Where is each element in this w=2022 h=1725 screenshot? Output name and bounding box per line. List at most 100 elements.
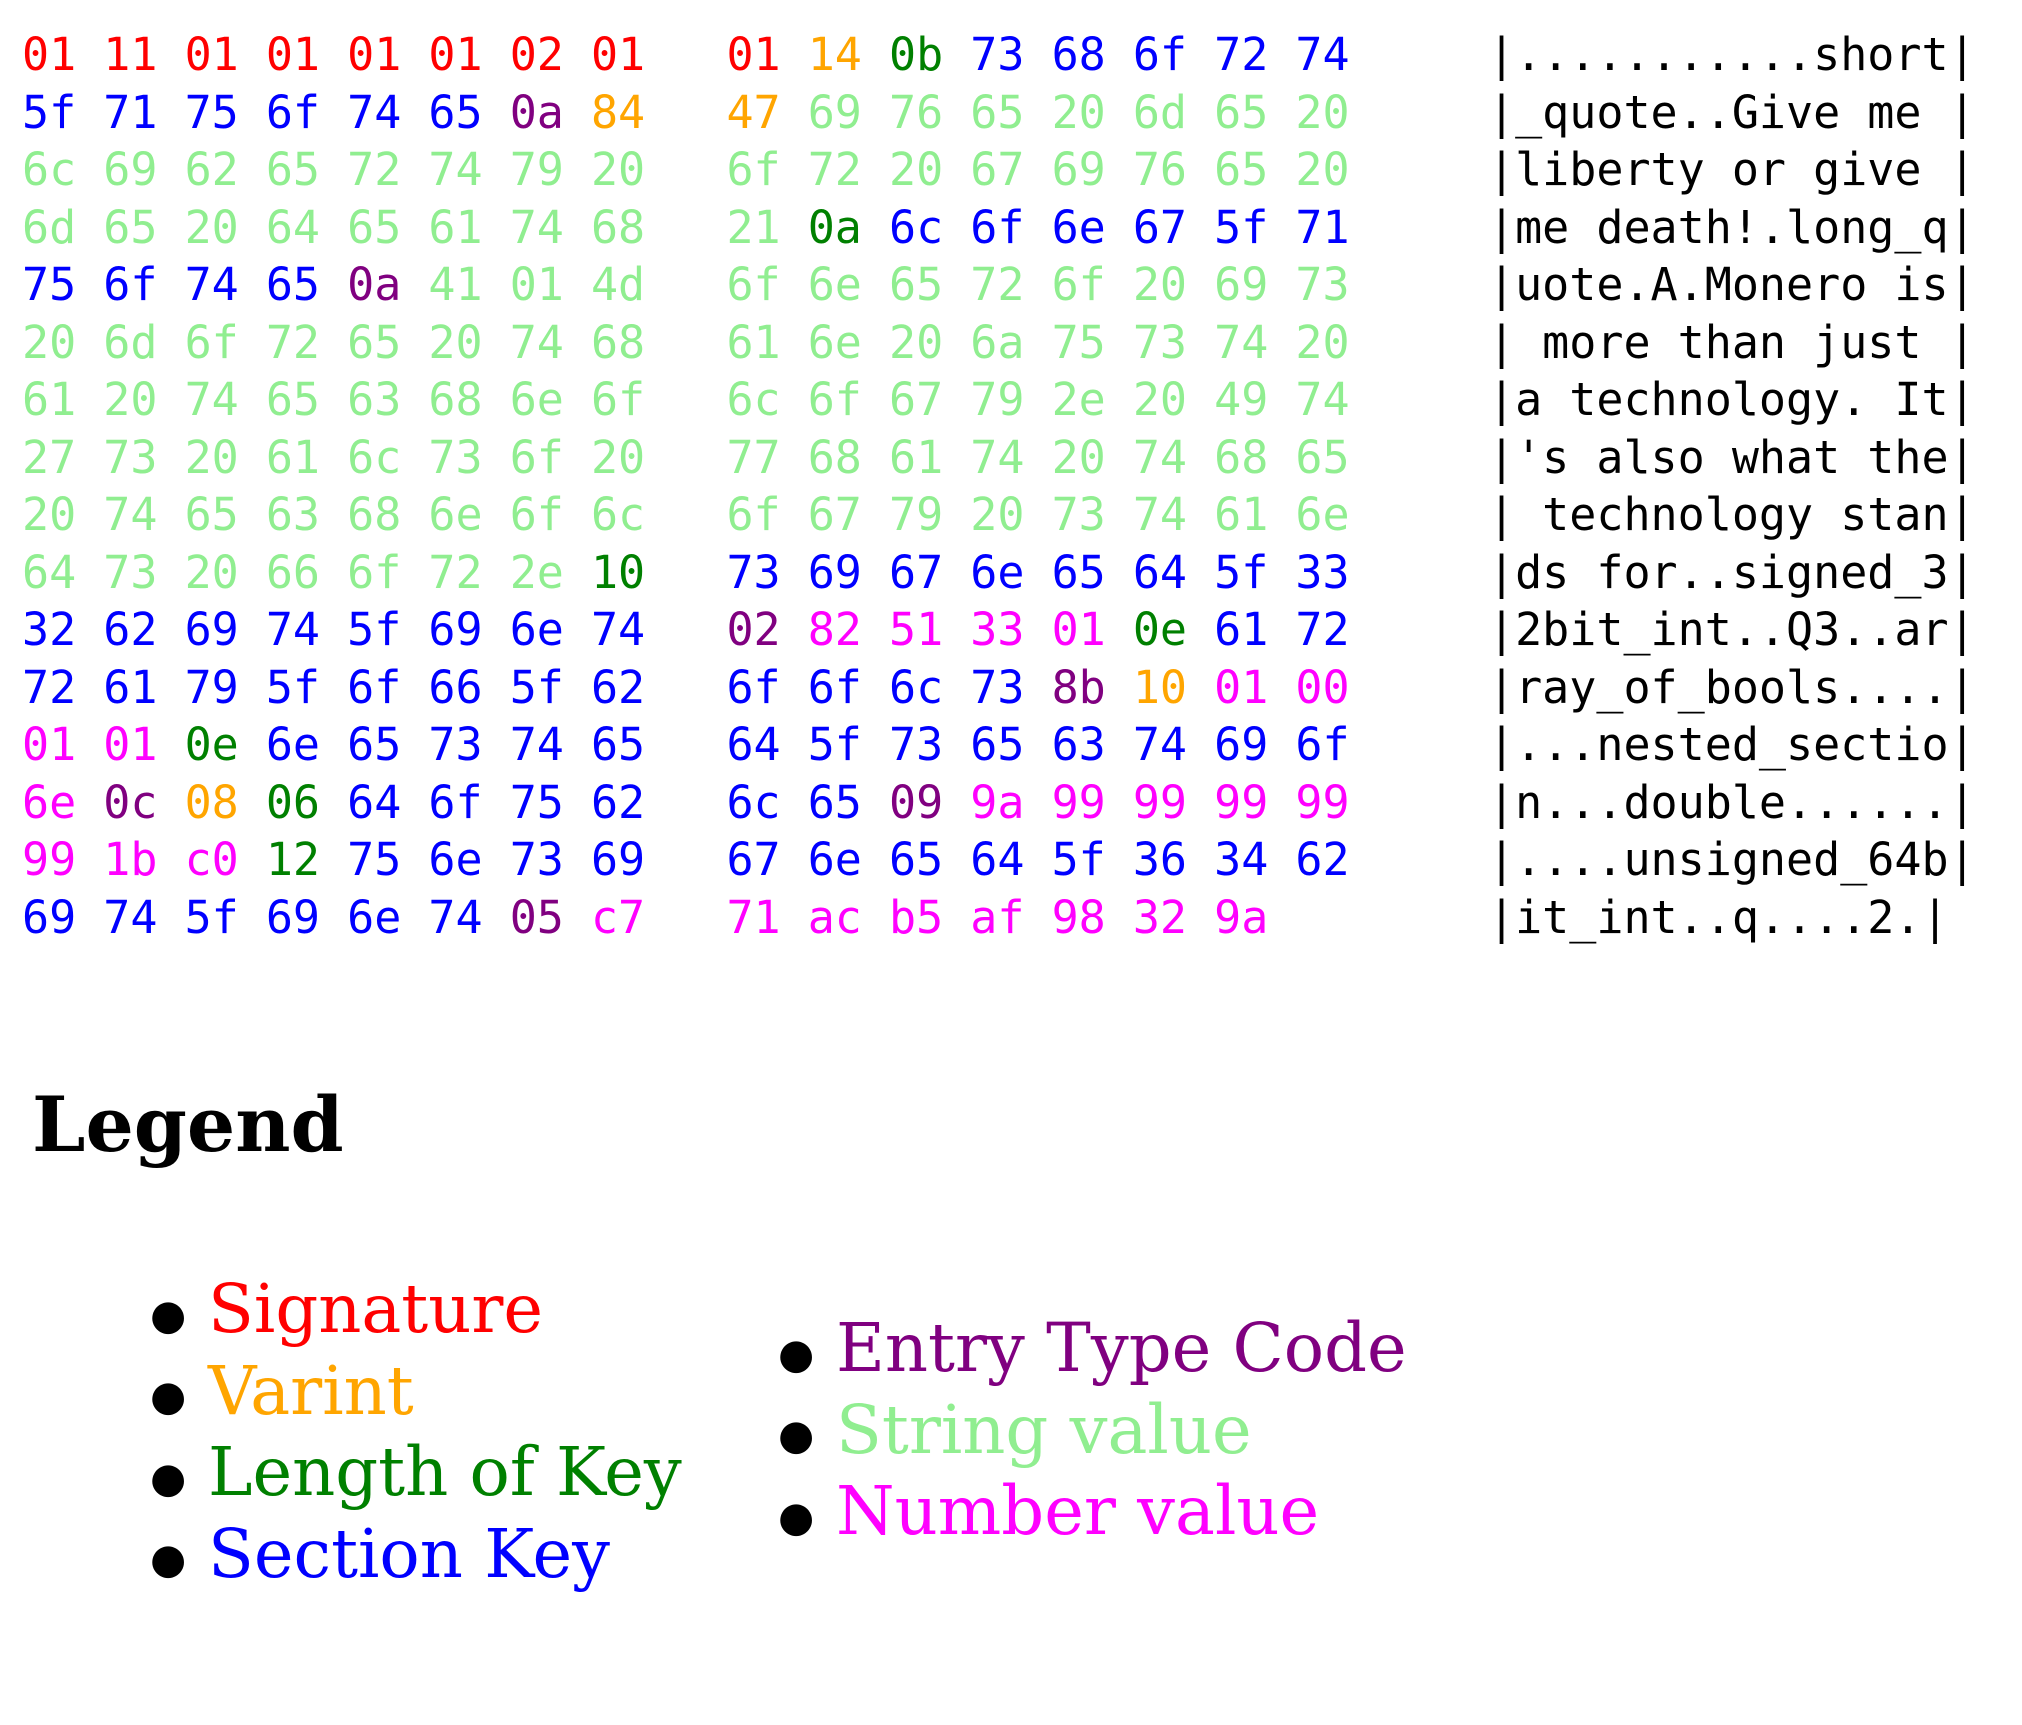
hex-byte-number-value: 71: [726, 890, 781, 944]
hex-byte-string-value: 74: [184, 373, 239, 426]
hex-row: 75 6f 74 65 0a 41 01 4d 6f 6e 65 72 6f 2…: [22, 256, 1976, 314]
hex-byte-length-of-key: 12: [265, 833, 321, 886]
hex-byte-number-value: 99: [1214, 775, 1269, 829]
hex-byte-string-value: 66: [265, 545, 321, 599]
bullet-icon: ●: [150, 1452, 187, 1502]
hex-byte-string-value: 6f: [590, 373, 646, 426]
hex-byte-string-value: 73: [1051, 488, 1106, 541]
hex-byte-string-value: 20: [889, 315, 944, 369]
hex-byte-string-value: 68: [807, 430, 862, 484]
hex-byte-string-value: 6f: [807, 373, 862, 426]
hex-byte-signature: 01: [265, 28, 321, 81]
hex-byte-string-value: 79: [970, 373, 1025, 426]
bullet-icon: ●: [778, 1491, 815, 1541]
hex-byte-string-value: 68: [1214, 430, 1269, 484]
hex-byte-length-of-key: 0b: [889, 28, 944, 81]
hex-byte-section-key: 6e: [509, 603, 564, 656]
hex-byte-section-key: 6f: [103, 258, 158, 311]
hex-byte-string-value: 74: [103, 488, 158, 541]
hex-byte-string-value: 72: [807, 143, 862, 196]
hex-byte-section-key: 73: [428, 718, 483, 771]
legend-item-label: String value: [836, 1390, 1252, 1469]
hex-byte-number-value: 01: [103, 718, 158, 771]
hex-byte-string-value: 61: [265, 430, 321, 484]
hex-byte-number-value: 1b: [103, 833, 158, 886]
hex-byte-length-of-key: 0a: [807, 200, 862, 254]
ascii-column: |ds for..signed_3|: [1488, 545, 1976, 599]
hex-byte-string-value: 69: [103, 143, 158, 196]
hex-byte-signature: 01: [428, 28, 483, 81]
hex-byte-section-key: 6e: [1051, 200, 1106, 254]
hex-byte-varint: 14: [807, 28, 862, 81]
hex-row: 6e 0c 08 06 64 6f 75 62 6c 65 09 9a 99 9…: [22, 774, 1976, 832]
hex-byte-section-key: 67: [726, 833, 781, 886]
hex-byte-string-value: 74: [1214, 315, 1269, 369]
hex-byte-section-key: 64: [1132, 545, 1188, 599]
hex-byte-section-key: 6f: [807, 660, 862, 714]
hex-dump: 01 11 01 01 01 01 02 01 01 14 0b 73 68 6…: [22, 26, 1976, 946]
legend-item-varint: ● Varint: [150, 1353, 682, 1435]
hex-byte-section-key: 64: [726, 718, 781, 771]
hex-byte-section-key: 5f: [265, 660, 321, 714]
hex-byte-section-key: 36: [1132, 833, 1188, 886]
ascii-column: |uote.A.Monero is|: [1488, 258, 1976, 311]
hex-byte-section-key: 75: [347, 833, 402, 886]
hex-byte-string-value: 6f: [1051, 258, 1106, 311]
hex-byte-string-value: 6f: [347, 545, 402, 599]
hex-byte-section-key: 74: [590, 603, 646, 656]
ascii-column: |me death!.long_q|: [1488, 200, 1976, 254]
hex-byte-string-value: 74: [509, 200, 564, 254]
hex-byte-string-value: 65: [265, 143, 321, 196]
hex-byte-string-value: 65: [1214, 85, 1269, 139]
hex-byte-string-value: 74: [1132, 488, 1188, 541]
hex-byte-string-value: 73: [103, 430, 158, 484]
hex-byte-number-value: 9a: [970, 775, 1025, 829]
ascii-column: | more than just |: [1488, 315, 1976, 369]
hex-byte-string-value: 61: [428, 200, 483, 254]
hex-byte-section-key: 74: [265, 603, 321, 656]
legend-list-left: ● Signature ● Varint ● Length of Key ● Section …: [150, 1271, 682, 1597]
ascii-column: |...nested_sectio|: [1488, 718, 1976, 771]
hex-byte-section-key: 74: [1132, 718, 1188, 771]
hex-byte-string-value: 76: [889, 85, 944, 139]
hex-byte-section-key: 71: [1295, 200, 1350, 254]
hex-byte-section-key: 5f: [1214, 200, 1269, 254]
hex-byte-entry-type-code: 05: [509, 890, 564, 944]
legend-item-label: Varint: [208, 1351, 414, 1430]
hex-row: 32 62 69 74 5f 69 6e 74 02 82 51 33 01 0…: [22, 601, 1976, 659]
hex-byte-section-key: 65: [807, 775, 862, 829]
hex-byte-string-value: 79: [509, 143, 564, 196]
hex-byte-section-key: 67: [1132, 200, 1188, 254]
hex-byte-section-key: 65: [347, 718, 402, 771]
ascii-column: |'s also what the|: [1488, 430, 1976, 484]
hex-byte-string-value: 74: [1295, 373, 1350, 426]
hex-byte-string-value: 72: [428, 545, 483, 599]
hex-byte-string-value: 72: [347, 143, 402, 196]
hex-byte-string-value: 20: [184, 430, 239, 484]
hex-byte-section-key: 65: [970, 718, 1025, 771]
hex-byte-varint: 10: [1132, 660, 1188, 714]
hex-byte-string-value: 65: [1214, 143, 1269, 196]
hex-byte-section-key: 5f: [347, 603, 402, 656]
hex-byte-string-value: 69: [807, 85, 862, 139]
hex-byte-signature: 01: [347, 28, 402, 81]
hex-byte-string-value: 75: [1051, 315, 1106, 369]
hex-byte-string-value: 20: [184, 545, 239, 599]
hex-byte-string-value: 20: [590, 430, 646, 484]
legend-item-number-value: ● Number value: [778, 1473, 1407, 1555]
ascii-column: |a technology. It|: [1488, 373, 1976, 426]
hex-byte-section-key: 73: [889, 718, 944, 771]
hex-byte-string-value: 64: [22, 545, 77, 599]
hex-byte-section-key: 6f: [428, 775, 483, 829]
hex-byte-string-value: 6c: [590, 488, 646, 541]
hex-byte-number-value: 9a: [1214, 890, 1269, 944]
hex-byte-section-key: 32: [22, 603, 77, 656]
hex-byte-section-key: 61: [1214, 603, 1269, 656]
hex-byte-section-key: 69: [807, 545, 862, 599]
hex-byte-signature: 01: [22, 28, 77, 81]
hex-byte-string-value: 69: [1214, 258, 1269, 311]
hex-byte-string-value: 74: [509, 315, 564, 369]
hex-byte-string-value: 4d: [590, 258, 646, 311]
ascii-column: |n...double......|: [1488, 775, 1976, 829]
hex-byte-string-value: 6e: [807, 315, 862, 369]
